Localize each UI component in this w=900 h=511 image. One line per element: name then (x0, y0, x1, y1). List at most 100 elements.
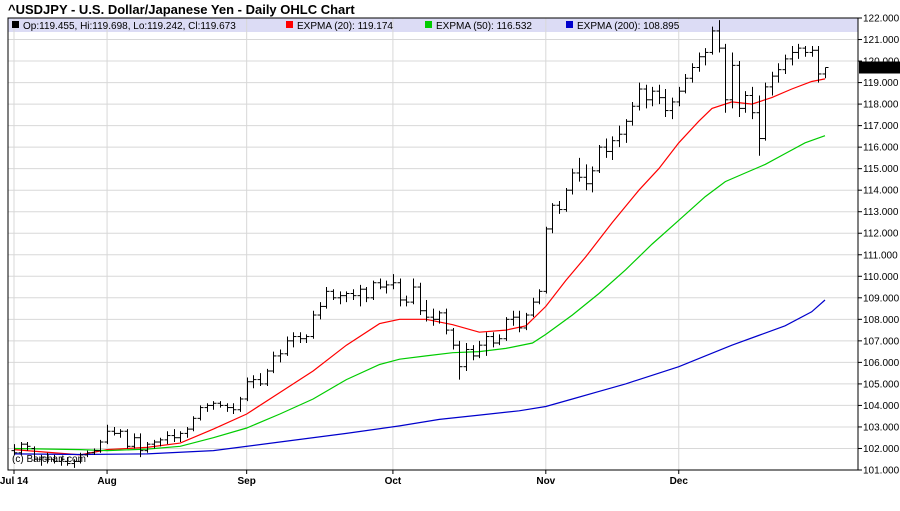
ohlc-bar (722, 43, 729, 113)
ohlc-bar (323, 287, 330, 309)
ohlc-bar (144, 442, 151, 453)
ohlc-bar (257, 373, 264, 387)
ohlc-bar (197, 405, 204, 421)
ohlc-bar (716, 20, 723, 53)
ohlc-bar (795, 43, 802, 59)
ohlc-bar (18, 442, 25, 455)
legend-entry: EXPMA (50): 116.532 (436, 21, 532, 32)
ema-lines (13, 78, 826, 456)
ohlc-bar (383, 280, 390, 294)
y-tick-label: 119.000 (863, 78, 899, 89)
x-axis: Jul 14 Aug Sep Oct Nov Dec (0, 470, 688, 487)
ohlc-bar (31, 446, 38, 462)
ohlc-bar (350, 289, 357, 300)
ohlc-bar (589, 166, 596, 193)
ohlc-bar (224, 403, 231, 412)
ohlc-bar (530, 297, 537, 318)
y-tick-label: 116.000 (863, 143, 899, 154)
ohlc-bar (297, 332, 304, 344)
y-tick-label: 108.000 (863, 315, 900, 326)
legend-entry: EXPMA (20): 119.174 (297, 21, 393, 32)
legend-swatch (566, 21, 573, 28)
ohlc-bar (742, 91, 749, 113)
ohlc-bar (822, 67, 829, 79)
ohlc-bar (417, 282, 424, 316)
y-tick-label: 112.000 (863, 229, 899, 240)
y-tick-label: 109.000 (863, 293, 900, 304)
ohlc-bar (403, 295, 410, 307)
legend-bar (8, 18, 858, 32)
ohlc-bar (789, 45, 796, 66)
ohlc-bar (77, 452, 84, 464)
ohlc-bar (423, 299, 430, 322)
last-price-box (859, 61, 900, 74)
ohlc-bar (330, 289, 337, 300)
ohlc-bar (443, 308, 450, 335)
legend-swatch (286, 21, 293, 28)
plot-frame (7, 17, 859, 471)
ohlc-bar (397, 278, 404, 307)
y-tick-label: 101.000 (863, 466, 900, 477)
x-tick-label: Jul 14 (0, 476, 29, 487)
ohlc-bar (815, 45, 822, 83)
ohlc-bar (91, 448, 98, 455)
x-tick-label: Dec (670, 476, 689, 487)
ohlc-bar (230, 403, 237, 415)
ohlc-bar (483, 332, 490, 356)
ohlc-bar (536, 289, 543, 305)
y-tick-label: 110.000 (863, 272, 899, 283)
ohlc-bar (669, 97, 676, 120)
ohlc-bar (523, 312, 530, 331)
ohlc-bar (623, 119, 630, 143)
ohlc-bar (802, 45, 809, 57)
ema-line-200 (13, 299, 826, 456)
ohlc-bar (131, 433, 138, 449)
ohlc-bar (390, 274, 397, 290)
ohlc-bar (656, 84, 663, 105)
ohlc-bar (44, 452, 51, 464)
ohlc-bar (463, 343, 470, 371)
legend-entry: EXPMA (200): 108.895 (577, 21, 680, 32)
ohlc-bar (111, 426, 118, 436)
ohlc-bar (217, 401, 224, 408)
ema-line-50 (13, 135, 826, 452)
ohlc-bar (643, 84, 650, 109)
ohlc-bar (363, 287, 370, 303)
ohlc-bar (24, 442, 31, 451)
ohlc-bar (244, 377, 251, 402)
ohlc-bar (809, 45, 816, 57)
y-tick-label: 117.000 (863, 121, 899, 132)
ohlc-bar (317, 302, 324, 320)
ohlc-bar (343, 291, 350, 303)
y-axis: 101.000 102.000 103.000 104.000 105.000 106.0… (858, 14, 900, 477)
y-tick-label: 111.000 (863, 250, 898, 261)
watermark: (c) Barchart.com (12, 454, 86, 465)
y-tick-label: 106.000 (863, 358, 900, 369)
ohlc-bar (549, 203, 556, 234)
ohlc-bar (64, 457, 71, 466)
legend: Op:119.455, Hi:119.698, Lo:119.242, Cl:1… (12, 21, 680, 32)
ohlc-bar (237, 396, 244, 412)
legend-swatch (12, 21, 19, 28)
ohlc-bar (58, 457, 65, 466)
y-tick-label: 103.000 (863, 422, 900, 433)
ohlc-bar (510, 310, 517, 326)
ohlc-bar (177, 431, 184, 443)
ohlc-bar (696, 52, 703, 72)
y-tick-label: 113.000 (863, 207, 899, 218)
ohlc-bar (629, 101, 636, 126)
ohlc-bar (151, 439, 158, 449)
ohlc-bar (270, 351, 277, 374)
ohlc-bar (124, 429, 131, 449)
ohlc-bar (676, 86, 683, 107)
ohlc-bar (543, 226, 550, 294)
ohlc-bar (490, 332, 497, 348)
ohlc-bar (702, 48, 709, 66)
ohlc-bar (284, 336, 291, 356)
x-tick-label: Nov (536, 476, 555, 487)
y-tick-label: 121.000 (863, 35, 900, 46)
ohlc-bar (51, 454, 58, 464)
ohlc-bar (476, 340, 483, 359)
ohlc-bar (303, 334, 310, 344)
ohlc-bar (38, 454, 45, 466)
